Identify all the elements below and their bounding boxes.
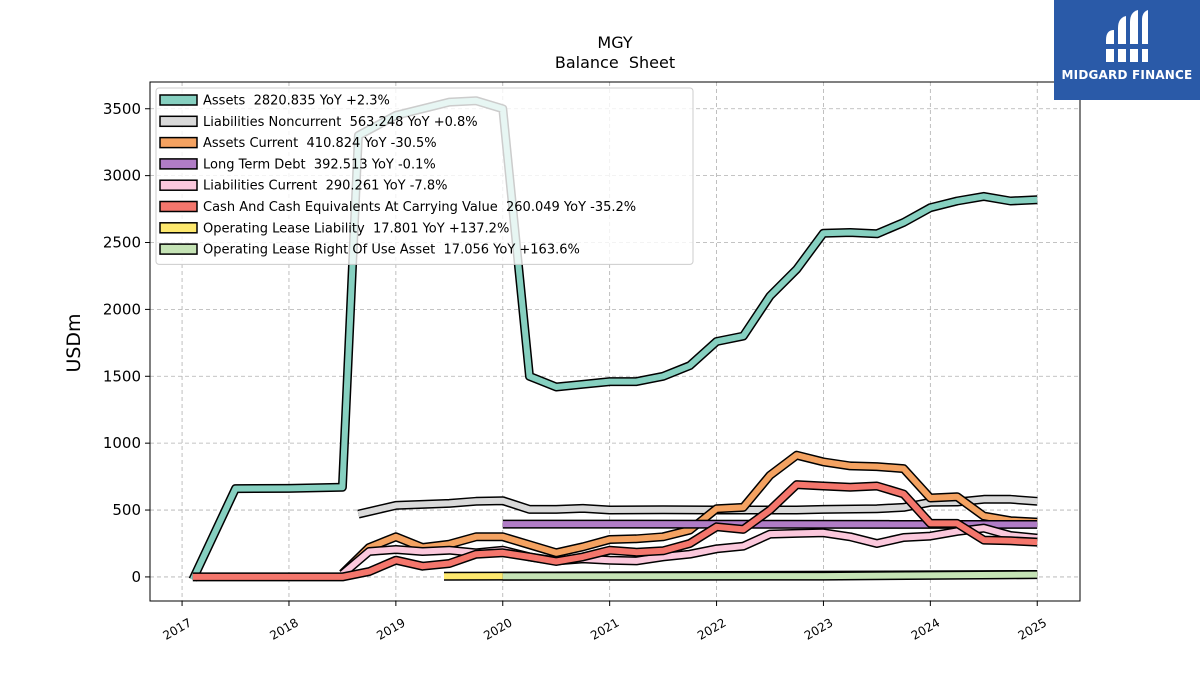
y-axis-label: USDm <box>63 313 85 372</box>
x-tick-label: 2019 <box>374 615 407 642</box>
legend-label: Long Term Debt 392.513 YoY -0.1% <box>203 157 436 172</box>
y-tick-label: 0 <box>131 568 141 586</box>
legend: Assets 2820.835 YoY +2.3% Liabilities Non… <box>155 87 694 265</box>
series-line <box>502 571 1038 580</box>
y-tick-label: 1500 <box>103 367 141 385</box>
x-tick-label: 2023 <box>802 615 835 642</box>
legend-label: Cash And Cash Equivalents At Carrying Va… <box>203 200 636 215</box>
legend-swatch <box>159 94 198 106</box>
x-tick-label: 2021 <box>588 615 621 642</box>
legend-swatch <box>159 136 198 149</box>
y-tick-label: 2500 <box>103 234 141 252</box>
legend-swatch <box>159 158 198 170</box>
y-tick-label: 1000 <box>103 434 141 452</box>
y-tick-label: 3500 <box>103 100 141 118</box>
legend-label: Operating Lease Liability 17.801 YoY +13… <box>203 221 509 236</box>
legend-label: Assets Current 410.824 YoY -30.5% <box>203 136 437 151</box>
legend-box <box>155 87 694 265</box>
series-liabilities-current <box>339 523 1038 578</box>
chart-subtitle: Balance Sheet <box>555 53 675 72</box>
legend-swatch <box>159 115 198 128</box>
series-operating-lease-right-of-use-asset <box>502 570 1038 581</box>
x-tick-label: 2020 <box>481 615 514 642</box>
midgard-finance-logo: MIDGARD FINANCE <box>1054 0 1200 100</box>
x-tick-label: 2018 <box>267 615 300 642</box>
series-line <box>340 525 1038 577</box>
y-tick-label: 2000 <box>103 300 141 318</box>
series-cash-and-cash-equivalents-at-carrying-value <box>192 480 1038 582</box>
legend-label: Liabilities Noncurrent 563.248 YoY +0.8% <box>203 115 478 130</box>
legend-swatch <box>159 222 198 234</box>
x-tick-label: 2024 <box>909 615 942 642</box>
x-tick-label: 2017 <box>161 615 194 642</box>
legend-label: Assets 2820.835 YoY +2.3% <box>203 94 390 109</box>
logo-mark-icon <box>1104 10 1150 62</box>
legend-swatch <box>159 200 198 213</box>
x-tick-label: 2025 <box>1016 615 1049 642</box>
series-assets-current <box>339 450 1038 577</box>
plot-frame <box>149 81 1081 602</box>
legend-label: Liabilities Current 290.261 YoY -7.8% <box>203 179 447 194</box>
legend-label: Operating Lease Right Of Use Asset 17.05… <box>203 243 580 258</box>
legend-swatch <box>159 179 198 191</box>
y-tick-label: 500 <box>112 501 141 519</box>
legend-swatch <box>159 243 198 255</box>
x-tick-label: 2022 <box>695 615 728 642</box>
series-line <box>340 452 1038 576</box>
y-tick-label: 3000 <box>103 167 141 185</box>
logo-text: MIDGARD FINANCE <box>1061 68 1193 82</box>
series-line <box>192 481 1038 580</box>
chart-title: MGY <box>597 33 632 52</box>
